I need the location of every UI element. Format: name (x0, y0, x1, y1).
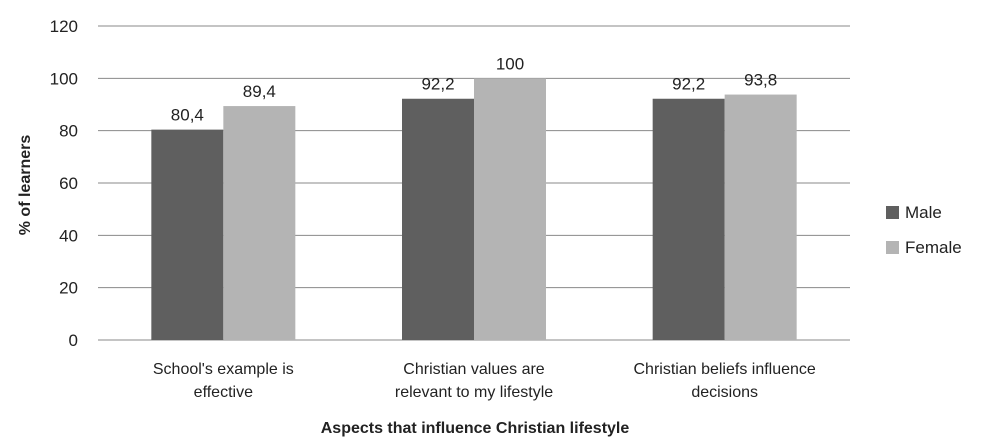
category-label: relevant to my lifestyle (395, 384, 553, 401)
x-axis-title: Aspects that influence Christian lifesty… (321, 420, 630, 437)
y-tick-label: 0 (69, 331, 78, 350)
y-tick-label: 120 (50, 17, 78, 36)
category-label: School's example is (153, 361, 294, 378)
y-tick-label: 60 (59, 174, 78, 193)
category-label: decisions (691, 384, 758, 401)
y-tick-label: 100 (50, 69, 78, 88)
y-tick-label: 80 (59, 122, 78, 141)
data-label-female-3: 93,8 (744, 71, 777, 90)
y-axis-ticks: 0 20 40 60 80 100 120 (50, 17, 78, 350)
bar-male-1 (151, 129, 224, 340)
category-label: Christian beliefs influence (634, 361, 816, 378)
data-label-male-3: 92,2 (672, 75, 705, 94)
legend-swatch-female (886, 241, 899, 254)
bars (151, 78, 797, 340)
bar-male-3 (652, 98, 725, 340)
data-label-female-2: 100 (496, 54, 524, 73)
y-tick-label: 40 (59, 226, 78, 245)
bar-female-1 (223, 106, 296, 340)
legend: Male Female (886, 203, 962, 257)
legend-label-female: Female (905, 238, 962, 257)
data-labels: 80,4 92,2 92,2 89,4 100 93,8 (171, 54, 777, 124)
legend-swatch-male (886, 206, 899, 219)
legend-label-male: Male (905, 203, 942, 222)
data-label-male-2: 92,2 (421, 75, 454, 94)
bar-female-3 (724, 94, 797, 340)
y-tick-label: 20 (59, 279, 78, 298)
y-axis-title: % of learners (17, 135, 34, 236)
x-axis-categories: School's example is effective Christian va… (153, 361, 816, 401)
data-label-male-1: 80,4 (171, 106, 204, 125)
data-label-female-1: 89,4 (243, 82, 276, 101)
bar-male-2 (402, 98, 474, 340)
category-label: Christian values are (403, 361, 545, 378)
category-label: effective (194, 384, 253, 401)
bar-female-2 (474, 78, 546, 340)
